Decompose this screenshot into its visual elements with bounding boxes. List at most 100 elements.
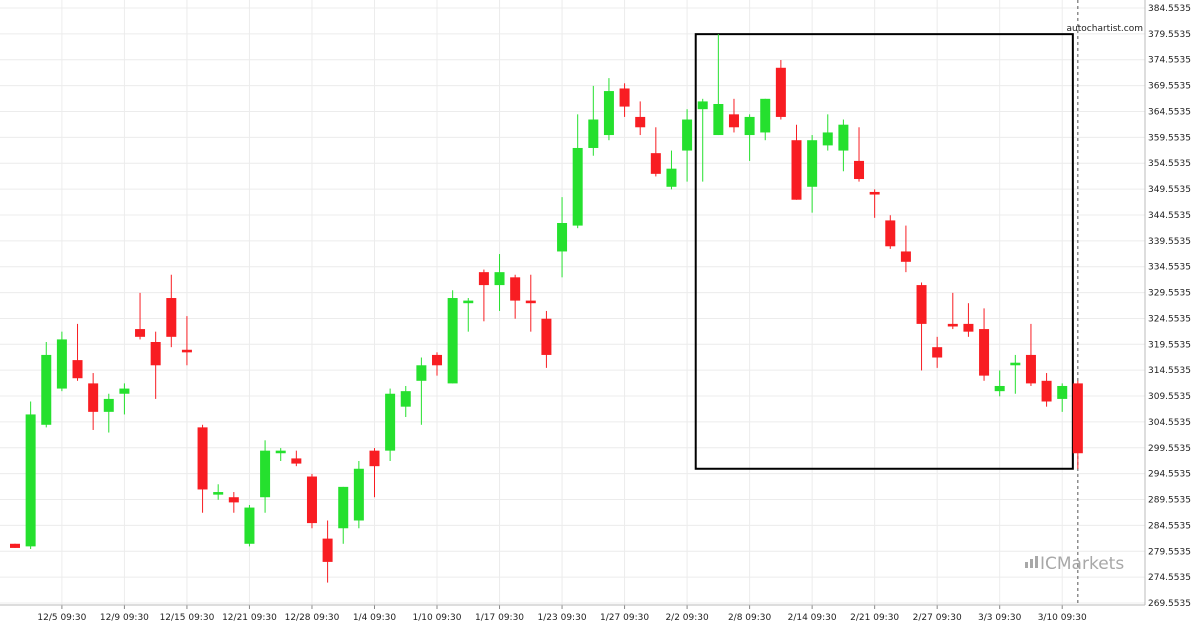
candle-body	[338, 486, 349, 529]
y-tick-label: 304.5535	[1148, 418, 1191, 428]
candle-body	[275, 450, 286, 454]
brand-bar-icon	[1035, 556, 1038, 568]
x-tick-label: 1/27 09:30	[600, 613, 649, 623]
candle-body	[588, 119, 599, 148]
candle-body	[150, 341, 161, 366]
y-tick-label: 299.5535	[1148, 444, 1191, 454]
candle-body	[463, 300, 474, 304]
candle-body	[72, 360, 83, 379]
candle-body	[447, 298, 458, 384]
candle-body	[10, 543, 20, 548]
x-tick-label: 12/28 09:30	[285, 613, 340, 623]
candle-body	[760, 98, 771, 133]
candle-body	[432, 354, 443, 366]
candle-body	[1010, 362, 1021, 366]
x-tick-label: 1/4 09:30	[353, 613, 397, 623]
candle-body	[197, 427, 208, 490]
candle-body	[619, 88, 630, 107]
candle-body	[181, 349, 192, 353]
y-tick-label: 269.5535	[1148, 599, 1191, 609]
candle-body	[541, 318, 552, 355]
candle-body	[25, 414, 36, 547]
candle-body	[682, 119, 693, 151]
x-tick-label: 2/27 09:30	[913, 613, 962, 623]
y-tick-label: 344.5535	[1148, 211, 1191, 221]
y-tick-label: 294.5535	[1148, 470, 1191, 480]
candle-body	[400, 391, 411, 407]
candle-body	[994, 385, 1005, 392]
y-tick-label: 369.5535	[1148, 82, 1191, 92]
candle-body	[385, 393, 396, 451]
candle-body	[525, 300, 536, 304]
pattern-box-layer	[694, 0, 1079, 605]
x-tick-label: 2/14 09:30	[788, 613, 837, 623]
candle-body	[557, 222, 568, 252]
candle-body	[1025, 354, 1036, 384]
y-tick-label: 384.5535	[1148, 4, 1191, 14]
y-tick-label: 329.5535	[1148, 289, 1191, 299]
candle-body	[88, 383, 99, 412]
candle-body	[369, 450, 380, 467]
y-tick-label: 374.5535	[1148, 56, 1191, 66]
candle-body	[635, 116, 646, 128]
candle-body	[494, 272, 505, 286]
candle-body	[228, 497, 239, 503]
candle-body	[650, 153, 661, 174]
candle-body	[885, 220, 896, 247]
brand-text: ICMarkets	[1040, 554, 1124, 574]
y-tick-label: 274.5535	[1148, 573, 1191, 583]
candle-body	[807, 140, 818, 187]
watermark-text: autochartist.com	[1067, 24, 1143, 34]
candle-body	[947, 323, 958, 327]
candle-body	[728, 114, 739, 128]
candle-body	[135, 329, 146, 337]
y-tick-label: 324.5535	[1148, 314, 1191, 324]
y-tick-label: 359.5535	[1148, 133, 1191, 143]
candle-body	[56, 339, 67, 389]
y-tick-label: 284.5535	[1148, 521, 1191, 531]
x-tick-label: 12/15 09:30	[160, 613, 215, 623]
x-tick-label: 12/9 09:30	[100, 613, 149, 623]
brand-bar-icon	[1025, 562, 1028, 568]
y-tick-label: 289.5535	[1148, 496, 1191, 506]
x-tick-label: 3/10 09:30	[1038, 613, 1087, 623]
brand-logo: ICMarkets	[1025, 554, 1124, 574]
candle-body	[416, 365, 427, 381]
candle-body	[979, 329, 990, 376]
y-tick-label: 339.5535	[1148, 237, 1191, 247]
pattern-box	[694, 33, 1074, 470]
candle-body	[916, 285, 927, 324]
candle-body	[260, 450, 271, 498]
grid	[0, 0, 1145, 605]
candle-body	[869, 191, 880, 195]
candle-body	[854, 160, 865, 180]
y-tick-label: 314.5535	[1148, 366, 1191, 376]
candle-body	[119, 388, 130, 394]
y-tick-label: 379.5535	[1148, 30, 1191, 40]
x-tick-label: 3/3 09:30	[978, 613, 1022, 623]
candle-body	[900, 251, 911, 262]
y-tick-label: 309.5535	[1148, 392, 1191, 402]
candles	[10, 34, 1083, 583]
candle-body	[166, 298, 177, 337]
y-tick-label: 319.5535	[1148, 340, 1191, 350]
candle-body	[322, 538, 333, 562]
candle-body	[603, 91, 614, 136]
x-tick-label: 1/23 09:30	[538, 613, 587, 623]
x-tick-label: 2/2 09:30	[665, 613, 709, 623]
candle-body	[1057, 385, 1068, 399]
candle-body	[791, 140, 802, 200]
candle-body	[744, 116, 755, 136]
brand-bar-icon	[1030, 559, 1033, 568]
x-tick-label: 12/21 09:30	[222, 613, 277, 623]
candle-body	[510, 277, 521, 301]
candle-body	[932, 347, 943, 358]
candle-body	[822, 132, 833, 146]
y-tick-label: 279.5535	[1148, 547, 1191, 557]
candle-body	[775, 67, 786, 117]
candle-body	[963, 323, 974, 332]
candle-body	[306, 476, 317, 524]
x-tick-label: 1/17 09:30	[475, 613, 524, 623]
